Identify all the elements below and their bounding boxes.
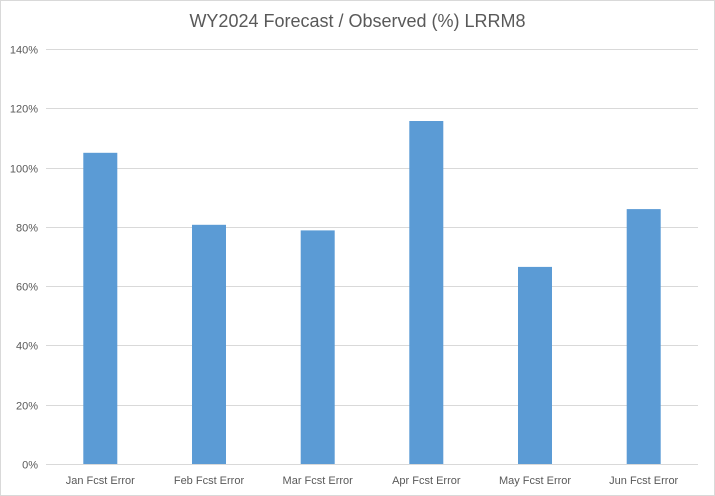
chart-title: WY2024 Forecast / Observed (%) LRRM8: [189, 11, 526, 31]
bar: [192, 224, 226, 464]
bar: [518, 266, 552, 464]
y-tick-label: 80%: [16, 223, 38, 235]
y-tick-label: 140%: [10, 45, 38, 57]
x-tick-label: Mar Fcst Error: [283, 475, 354, 487]
y-tick-label: 20%: [16, 401, 38, 413]
bar: [300, 230, 335, 464]
bar: [626, 209, 661, 464]
x-tick-label: Jun Fcst Error: [609, 475, 678, 487]
x-tick-label: May Fcst Error: [499, 475, 571, 487]
y-tick-label: 40%: [16, 341, 38, 353]
gridlines: [46, 49, 698, 406]
y-tick-label: 0%: [22, 460, 38, 472]
x-tick-label: Apr Fcst Error: [392, 475, 461, 487]
tick-labels: 0% 20% 40% 60% 80% 100% 120% 140% Jan Fcst Error…: [10, 45, 679, 488]
y-tick-label: 120%: [10, 104, 38, 116]
bar: [83, 152, 118, 465]
bar: [409, 121, 444, 464]
bars: [83, 121, 661, 465]
y-tick-label: 100%: [10, 164, 38, 176]
x-tick-label: Feb Fcst Error: [174, 475, 245, 487]
x-tick-label: Jan Fcst Error: [66, 475, 135, 487]
y-tick-label: 60%: [16, 282, 38, 294]
